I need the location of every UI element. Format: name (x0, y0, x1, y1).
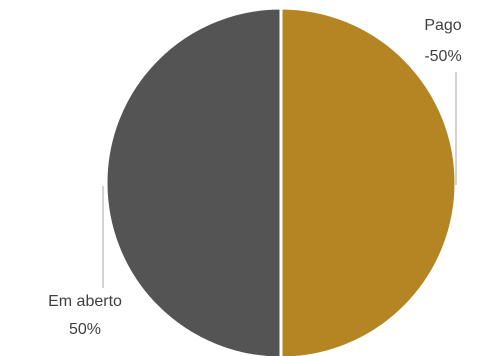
slice-label-pago-value: -50% (424, 48, 461, 65)
slice-label-em-aberto-value: 50% (69, 321, 101, 338)
pie-slices (104, 6, 458, 356)
slice-label-em-aberto-name: Em aberto (48, 293, 122, 310)
slice-label-pago-name: Pago (424, 17, 461, 34)
pie-slice-em-aberto (104, 6, 283, 356)
